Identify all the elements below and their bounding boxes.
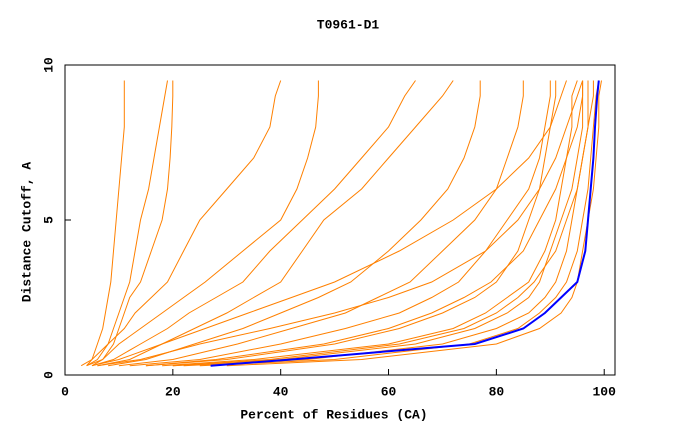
curve [91,80,174,367]
curve [226,80,602,367]
y-axis-label: Distance Cutoff, A [19,162,34,303]
curve [199,80,600,367]
x-tick-label: 40 [273,384,289,399]
x-axis-label: Percent of Residues (CA) [240,407,427,422]
curve [210,80,600,367]
curve [172,80,584,367]
curve [80,80,282,367]
curve [97,80,584,367]
curve [145,80,584,367]
curve [86,80,319,367]
x-tick-label: 20 [165,384,181,399]
curve [145,80,557,367]
curve [129,80,551,367]
x-tick-label: 100 [593,384,617,399]
y-tick-label: 5 [41,216,56,224]
plot-frame [64,64,616,376]
x-tick-label: 80 [489,384,505,399]
curve [172,80,594,367]
curve [86,80,125,367]
y-tick-label: 10 [41,57,56,73]
y-tick-label: 0 [41,371,56,379]
curve [108,80,481,367]
x-tick-label: 0 [61,384,69,399]
chart-title: T0961-D1 [317,17,380,32]
curve [86,80,168,367]
curve [91,80,416,367]
curve [162,80,578,367]
curve [91,80,567,367]
curve [118,80,524,367]
curve [97,80,454,367]
x-tick-label: 60 [381,384,397,399]
